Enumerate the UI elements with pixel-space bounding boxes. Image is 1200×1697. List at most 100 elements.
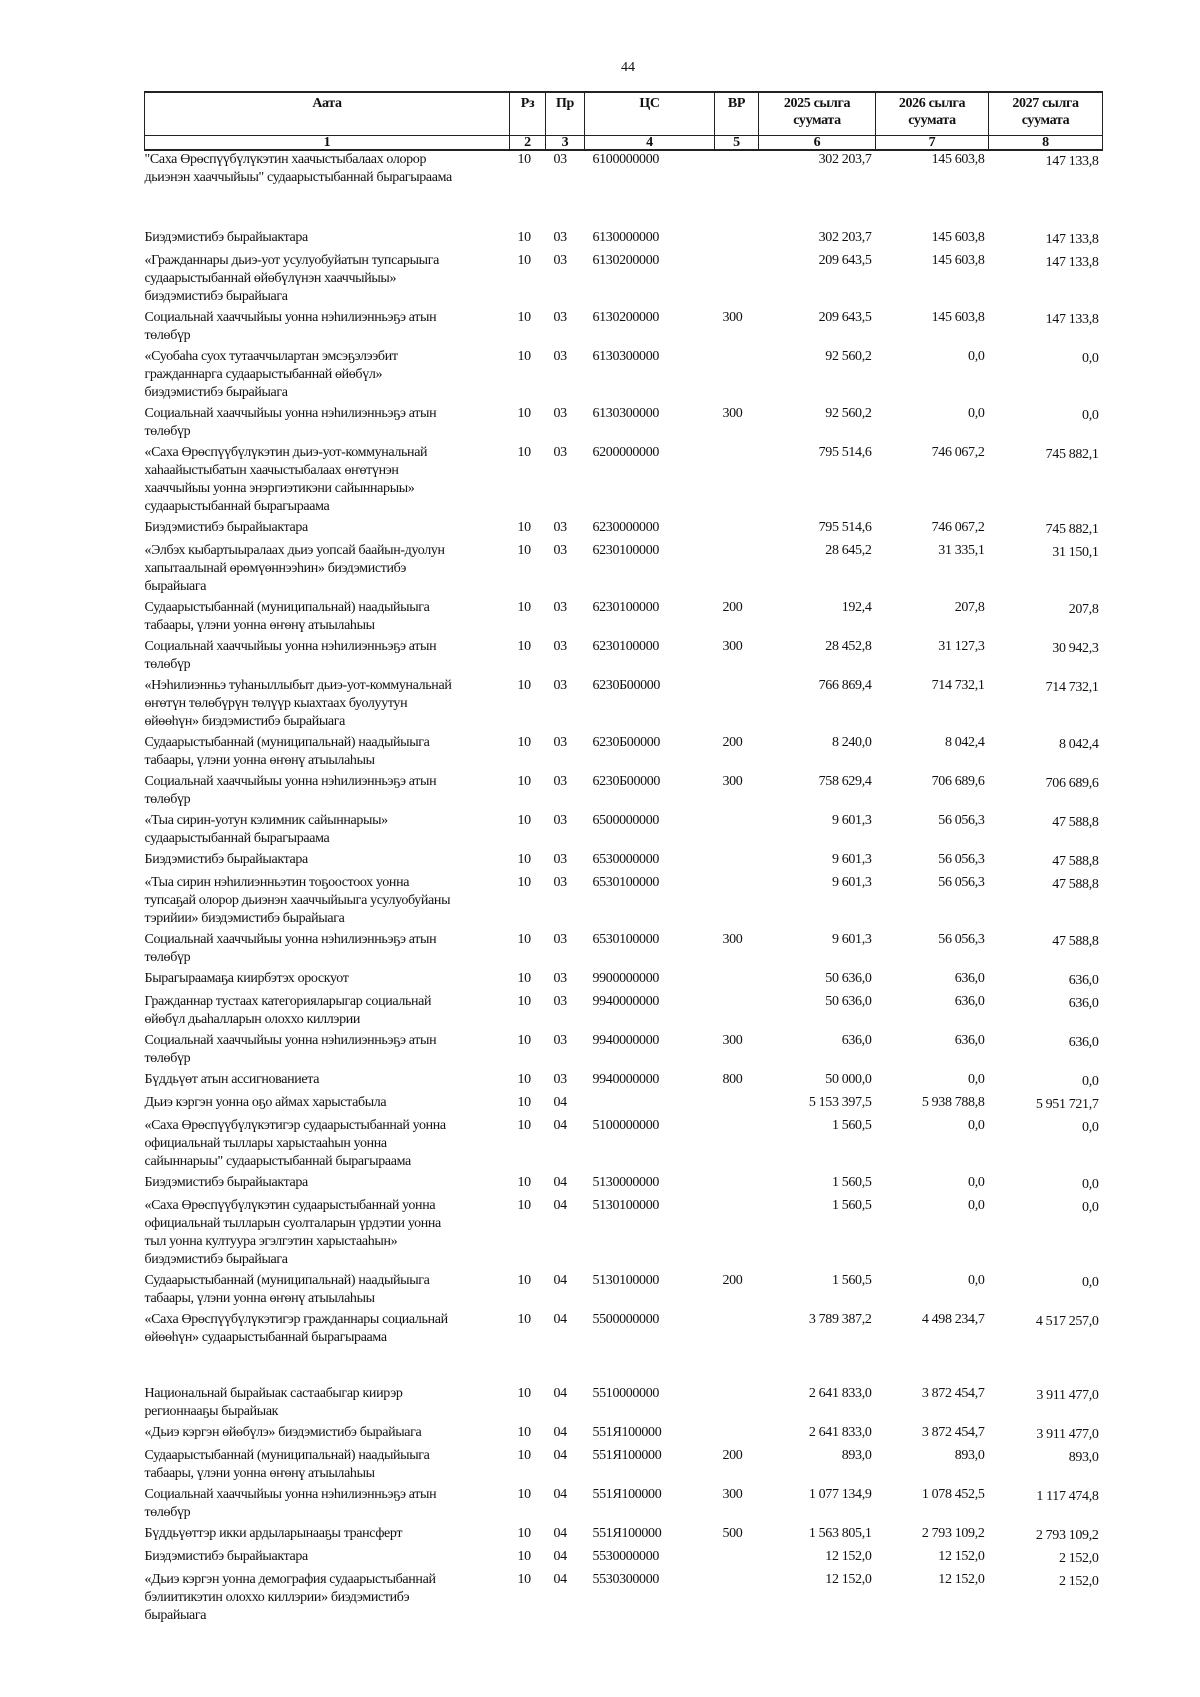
cell-cs: 5130100000 [592, 1273, 660, 1288]
cell-sum-2026: 0,0 [968, 1198, 985, 1213]
cell-sum-2027: 745 882,1 [1045, 447, 1099, 462]
cell-vr: 500 [722, 1526, 743, 1541]
cell-sum-2027: 147 133,8 [1045, 154, 1099, 169]
cell-sum-2025: 12 152,0 [825, 1572, 872, 1587]
cell-pr: 03 [553, 310, 568, 325]
column-number-name: 1 [144, 135, 510, 151]
cell-name: «Элбэх кыбартыыралаах дьиэ уопсай баайын… [144, 543, 445, 594]
cell-sum-2027: 47 588,8 [1052, 934, 1099, 949]
column-header-name: Аата [144, 91, 510, 136]
column-number-sum-2027: 8 [988, 135, 1103, 151]
cell-sum-2025: 8 240,0 [831, 735, 872, 750]
cell-rz: 10 [517, 1549, 532, 1564]
cell-sum-2027: 714 732,1 [1045, 680, 1099, 695]
cell-rz: 10 [517, 1072, 532, 1087]
column-header-vr: ВР [714, 91, 759, 136]
cell-cs: 551Я100000 [592, 1425, 662, 1440]
cell-vr: 200 [722, 1448, 743, 1463]
cell-sum-2026: 0,0 [968, 406, 985, 421]
cell-rz: 10 [517, 520, 532, 535]
cell-sum-2027: 47 588,8 [1052, 854, 1099, 869]
column-number-vr: 5 [714, 135, 759, 151]
cell-vr [715, 1571, 759, 1628]
cell-pr: 03 [553, 520, 568, 535]
cell-sum-2026: 145 603,8 [931, 230, 985, 245]
table-row: Судаарыстыбаннай (муниципальнай) наадыйы… [145, 599, 1103, 638]
cell-cs: 6130300000 [592, 349, 660, 364]
cell-sum-2026: 145 603,8 [931, 310, 985, 325]
cell-pr: 04 [553, 1198, 568, 1213]
cell-pr: 03 [553, 445, 568, 460]
cell-vr: 300 [722, 1487, 743, 1502]
cell-sum-2027: 4 517 257,0 [1035, 1314, 1099, 1329]
cell-vr [715, 252, 759, 309]
cell-sum-2026: 0,0 [968, 349, 985, 364]
cell-name: Социальнай хааччыйыы уонна нэһилиэнньэҕэ… [144, 406, 437, 439]
table-row: Биэдэмистибэ бырайыактара 10 03 6530000000 9… [145, 851, 1103, 874]
cell-name: «Саха Өрөспүүбүлүкэтигэр гражданнары соц… [144, 1312, 449, 1345]
cell-pr: 03 [553, 735, 568, 750]
cell-rz: 10 [517, 1198, 532, 1213]
cell-vr [715, 1424, 759, 1447]
cell-sum-2026: 714 732,1 [931, 678, 985, 693]
cell-rz: 10 [517, 1386, 532, 1401]
cell-cs: 6230100000 [592, 600, 660, 615]
cell-sum-2025: 3 789 387,2 [808, 1312, 872, 1327]
column-number-rz: 2 [509, 135, 546, 151]
cell-rz: 10 [517, 735, 532, 750]
cell-pr: 03 [553, 678, 568, 693]
table-row: Судаарыстыбаннай (муниципальнай) наадыйы… [145, 1272, 1103, 1311]
cell-sum-2027: 3 911 477,0 [1036, 1427, 1099, 1442]
table-row: Бүддьүөттэр икки ардыларынааҕы трансферт… [145, 1525, 1103, 1548]
table-row: Социальнай хааччыйыы уонна нэһилиэнньэҕэ… [145, 405, 1103, 444]
cell-rz: 10 [517, 253, 532, 268]
cell-sum-2026: 746 067,2 [931, 520, 985, 535]
column-header-cs: ЦС [584, 91, 715, 136]
cell-name: «Нэһилиэнньэ туһаныллыбыт дьиэ-уот-комму… [144, 678, 452, 729]
cell-sum-2025: 209 643,5 [818, 253, 872, 268]
cell-pr: 03 [553, 600, 568, 615]
cell-rz: 10 [517, 600, 532, 615]
cell-pr: 03 [553, 813, 568, 828]
cell-sum-2026: 636,0 [954, 971, 985, 986]
cell-sum-2025: 758 629,4 [818, 774, 872, 789]
cell-name: Биэдэмистибэ бырайыактара [144, 230, 309, 245]
budget-table: Аата Рз Пр ЦС ВР 2025 сылга суумата 2026 сылга… [144, 91, 1103, 1628]
cell-cs: 5510000000 [592, 1386, 660, 1401]
table-row: «Саха Өрөспүүбүлүкэтин судаарыстыбаннай … [145, 1197, 1103, 1272]
cell-vr: 200 [722, 1273, 743, 1288]
cell-sum-2026: 5 938 788,8 [921, 1095, 985, 1110]
cell-pr: 03 [553, 774, 568, 789]
table-row: Социальнай хааччыйыы уонна нэһилиэнньэҕэ… [145, 1032, 1103, 1071]
cell-sum-2027: 0,0 [1082, 1275, 1099, 1290]
cell-pr: 04 [553, 1572, 568, 1587]
cell-vr: 300 [722, 639, 743, 654]
cell-cs: 5500000000 [592, 1312, 660, 1327]
cell-sum-2027: 8 042,4 [1058, 737, 1099, 752]
column-number-sum-2026: 7 [875, 135, 989, 151]
column-header-sum-2025: 2025 сылга суумата [758, 91, 876, 136]
cell-vr [715, 1117, 759, 1174]
cell-rz: 10 [517, 445, 532, 460]
cell-rz: 10 [517, 1095, 532, 1110]
cell-pr: 03 [553, 875, 568, 890]
cell-cs: 6130000000 [592, 230, 660, 245]
cell-sum-2026: 0,0 [968, 1072, 985, 1087]
cell-sum-2027: 30 942,3 [1052, 641, 1099, 656]
cell-sum-2025: 893,0 [841, 1448, 872, 1463]
cell-cs: 9940000000 [592, 1072, 660, 1087]
cell-vr: 200 [722, 735, 743, 750]
cell-cs: 5100000000 [592, 1118, 660, 1133]
cell-pr: 03 [553, 349, 568, 364]
cell-cs [585, 1094, 715, 1117]
cell-sum-2027: 2 793 109,2 [1035, 1528, 1099, 1543]
cell-sum-2027: 47 588,8 [1052, 877, 1099, 892]
cell-name: «Тыа сирин-уотун кэлимник сайыннарыы» су… [144, 813, 389, 846]
cell-pr: 03 [553, 253, 568, 268]
cell-sum-2025: 28 452,8 [825, 639, 872, 654]
cell-rz: 10 [517, 1526, 532, 1541]
cell-cs: 6230100000 [592, 543, 660, 558]
cell-cs: 6130300000 [592, 406, 660, 421]
cell-sum-2025: 209 643,5 [818, 310, 872, 325]
cell-cs: 9940000000 [592, 994, 660, 1009]
